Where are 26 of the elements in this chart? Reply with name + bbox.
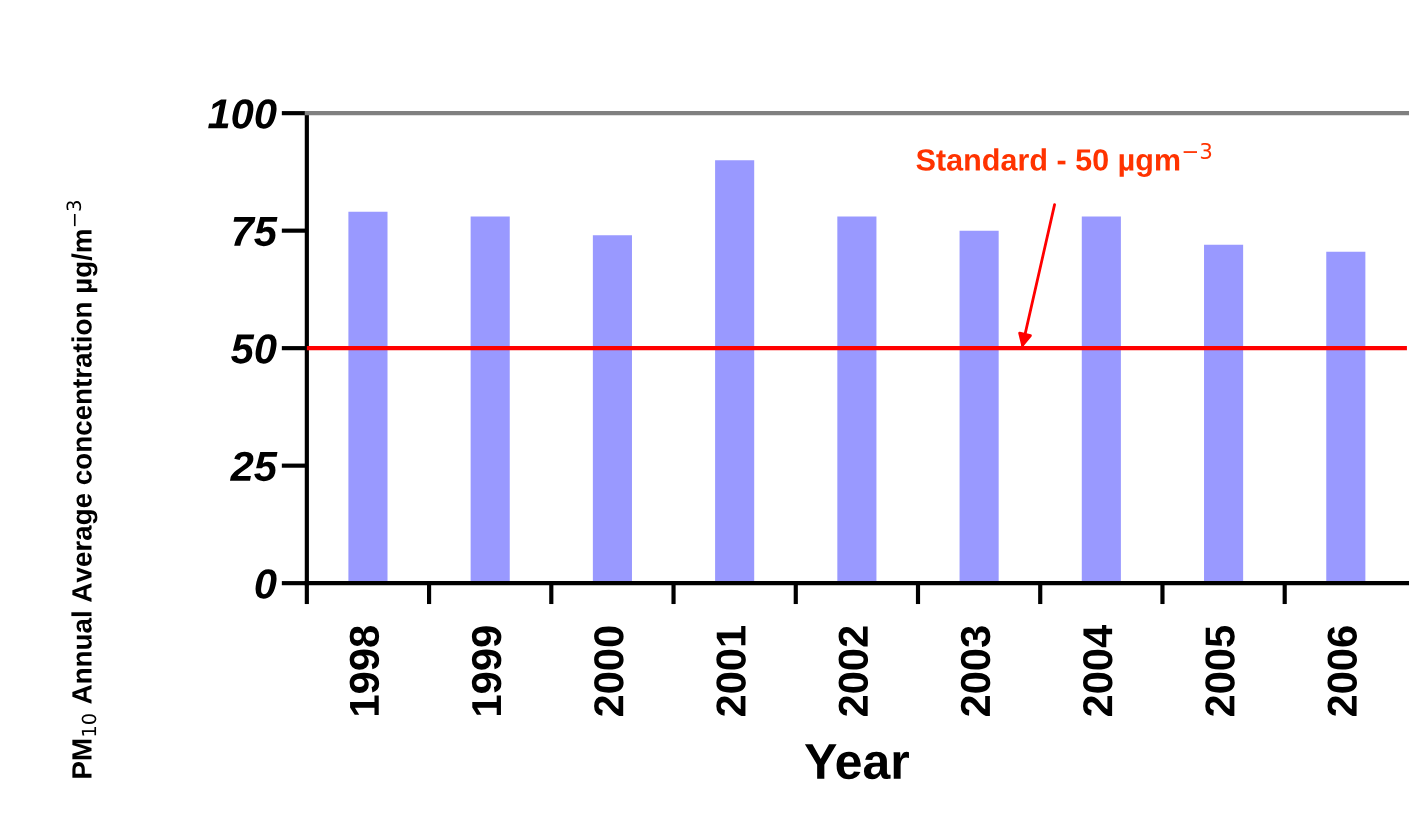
x-tick-label: 2001 [716,625,746,717]
bar [715,160,755,584]
x-tick-label: 2000 [594,626,624,717]
x-tick-label: 2002 [838,626,869,717]
bar [1326,251,1366,584]
x-tick-label: 1998 [349,626,380,715]
y-tick-label: 50 [231,334,277,364]
bar [592,235,632,584]
x-tick-label: 2006 [1327,626,1357,717]
bar [959,230,999,584]
y-tick-label: 25 [229,451,278,482]
x-tick-label: 2005 [1205,625,1235,717]
y-tick-label: 0 [255,569,277,599]
x-tick-label: 2003 [960,626,991,717]
y-axis-title: PM$_{10}$ Annual Average concentration µg/m$^{−3}$ [66,201,98,778]
y-tick-label: 75 [233,217,278,247]
x-tick-label: 2004 [1083,625,1113,717]
bar [1204,244,1244,584]
bar [837,216,877,584]
bar [348,211,388,584]
y-tick-label: 100 [208,99,277,129]
bar [1081,216,1121,584]
ref-line-label: Standard - 50 µgm$^{−3}$ [916,142,1212,177]
x-tick-label: 1999 [471,626,502,715]
x-axis-title: Year [804,744,909,780]
bar [470,216,510,584]
